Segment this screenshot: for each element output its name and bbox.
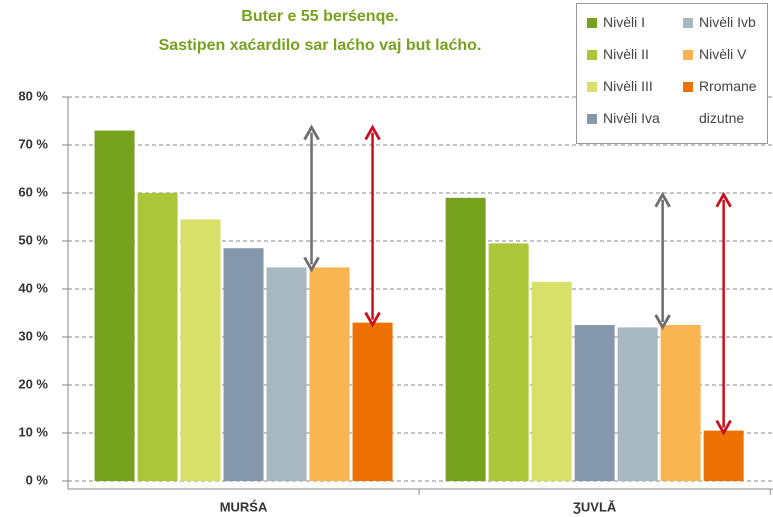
bar: [309, 267, 350, 481]
bar: [531, 281, 572, 481]
legend-swatch: [587, 50, 597, 60]
bar: [617, 327, 658, 481]
y-tick-label: 0 %: [26, 472, 49, 487]
bar: [94, 130, 135, 481]
legend-label: Nivèli V: [699, 46, 747, 62]
bar: [703, 430, 744, 481]
legend-item: Nivèli Ivb: [683, 14, 767, 38]
legend-item: Nivèli III: [587, 78, 671, 102]
legend-swatch: [587, 18, 597, 28]
y-tick-label: 30 %: [18, 328, 48, 343]
legend-item: Nivèli I: [587, 14, 671, 38]
x-tick-label: MURŚA: [220, 499, 268, 514]
bar: [223, 248, 264, 481]
bar: [180, 219, 221, 481]
bar: [574, 325, 615, 481]
legend-swatch: [683, 50, 693, 60]
legend-item: Rromane dizutne: [683, 78, 767, 134]
bar: [445, 197, 486, 482]
y-tick-label: 80 %: [18, 88, 48, 103]
bar: [137, 193, 178, 481]
chart-title: Buter e 55 berśenqe.: [241, 8, 398, 25]
y-tick-label: 70 %: [18, 136, 48, 151]
y-tick-label: 60 %: [18, 184, 48, 199]
legend-swatch: [587, 82, 597, 92]
legend-label: Nivèli II: [603, 46, 649, 62]
legend-label: Nivèli Ivb: [699, 14, 756, 30]
bar: [488, 243, 529, 481]
chart-subtitle: Sastipen xaćardilo sar laćho vaj but lać…: [159, 37, 482, 54]
legend-label: Nivèli III: [603, 78, 653, 94]
legend-item: Nivèli Iva: [587, 110, 671, 134]
y-tick-label: 40 %: [18, 280, 48, 295]
bar: [266, 267, 307, 481]
legend-label: Nivèli Iva: [603, 110, 660, 126]
x-tick-label: ƷUVLĂ: [573, 499, 617, 514]
legend: Nivèli I Nivèli II Nivèli III Nivèli Iva Niv…: [576, 3, 768, 144]
y-tick-label: 20 %: [18, 376, 48, 391]
legend-label: Nivèli I: [603, 14, 646, 30]
bar: [660, 325, 701, 481]
legend-swatch: [587, 114, 597, 124]
legend-swatch: [683, 82, 693, 92]
legend-item: Nivèli V: [683, 46, 767, 70]
y-tick-label: 10 %: [18, 424, 48, 439]
legend-item: Nivèli II: [587, 46, 671, 70]
legend-swatch: [683, 18, 693, 28]
legend-label: Rromane dizutne: [699, 78, 757, 126]
y-tick-label: 50 %: [18, 232, 48, 247]
bar: [352, 322, 393, 481]
